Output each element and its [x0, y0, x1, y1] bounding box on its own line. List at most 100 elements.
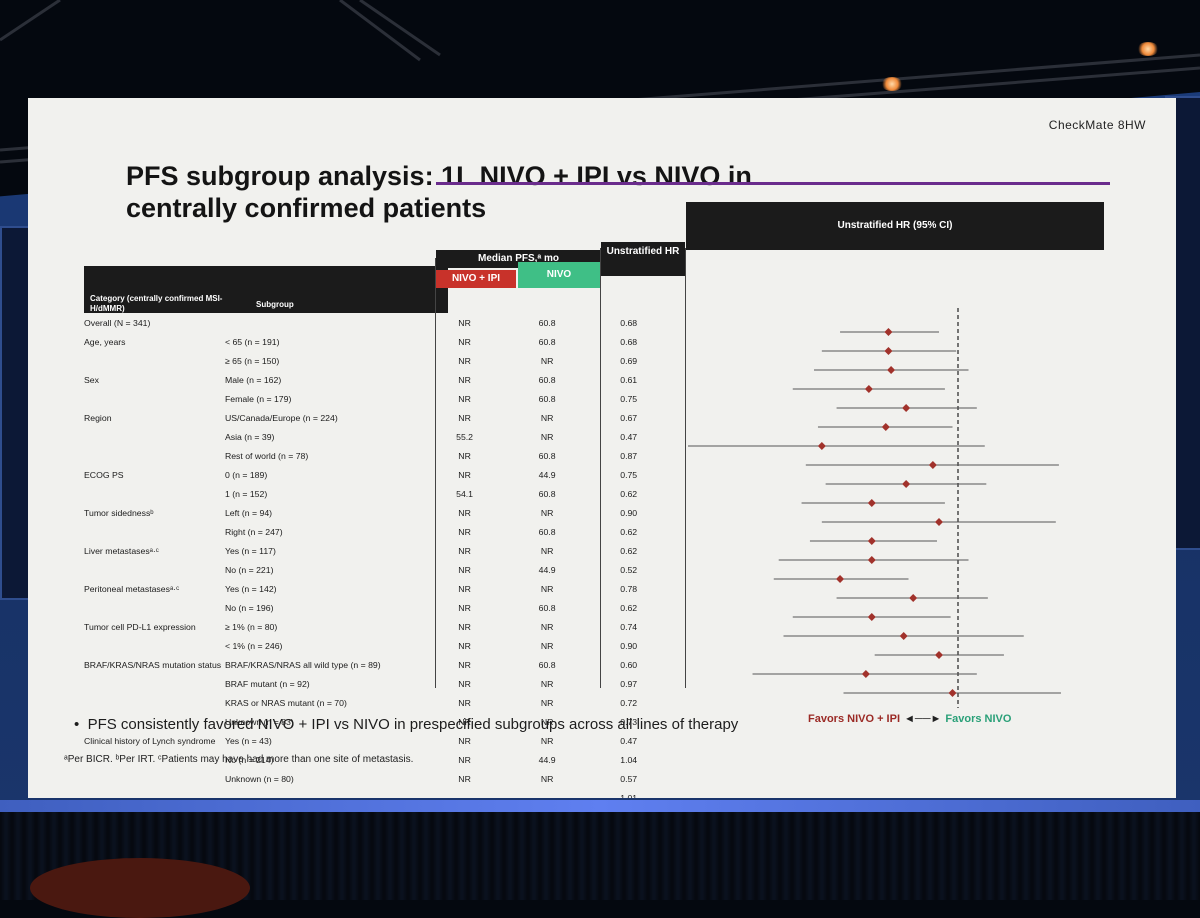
- row-hr: 0.47: [620, 735, 638, 746]
- trial-brand-label: CheckMate 8HW: [1048, 118, 1146, 132]
- row-subgroup: 0 (n = 189): [224, 469, 268, 480]
- row-subgroup: US/Canada/Europe (n = 224): [224, 412, 338, 423]
- row-hr: 0.97: [620, 678, 638, 689]
- row-median-nivo: 60.8: [538, 374, 556, 385]
- row-category: Region: [84, 412, 112, 423]
- hr-point-marker: [909, 594, 918, 602]
- table-row: Age, years < 65 (n = 191) NR 60.8 0.68: [84, 332, 670, 351]
- row-subgroup: Asia (n = 39): [224, 431, 275, 442]
- row-category: Tumor cell PD-L1 expression: [84, 621, 196, 632]
- header-category: Category (centrally confirmed MSI-H/dMMR…: [90, 294, 223, 313]
- row-category: Clinical history of Lynch syndrome: [84, 735, 216, 746]
- row-median-nivo: 60.8: [538, 336, 556, 347]
- row-median-nivo: NR: [540, 431, 554, 442]
- row-median-nivo: 60.8: [538, 602, 556, 613]
- row-hr: 0.52: [620, 564, 638, 575]
- row-category: Sex: [84, 374, 99, 385]
- forest-plot: 0.250.512: [688, 308, 1061, 708]
- row-median-nivo-ipi: NR: [458, 678, 471, 689]
- table-row: Region US/Canada/Europe (n = 224) NR NR 0.67: [84, 408, 670, 427]
- row-median-nivo-ipi: NR: [458, 469, 471, 480]
- row-median-nivo: 44.9: [538, 469, 556, 480]
- row-hr: 0.61: [620, 374, 638, 385]
- row-subgroup: BRAF/KRAS/NRAS all wild type (n = 89): [224, 659, 381, 670]
- row-category: Age, years: [84, 336, 126, 347]
- table-row: No (n = 214) NR 44.9 1.04: [84, 750, 670, 769]
- hr-point-marker: [867, 556, 876, 564]
- row-subgroup: Yes (n = 142): [224, 583, 277, 594]
- row-median-nivo: 60.8: [538, 450, 556, 461]
- row-median-nivo-ipi: NR: [458, 640, 471, 651]
- row-median-nivo: NR: [540, 678, 554, 689]
- row-category: [84, 351, 225, 370]
- row-subgroup: < 1% (n = 246): [224, 640, 283, 651]
- table-row: BRAF/KRAS/NRAS mutation status BRAF/KRAS/…: [84, 655, 670, 674]
- row-median-nivo: 60.8: [538, 393, 556, 404]
- table-row: < 1% (n = 246) NR NR 0.90: [84, 636, 670, 655]
- favors-nivo-label: Favors NIVO: [945, 713, 1012, 725]
- row-median-nivo-ipi: 54.1: [456, 488, 474, 499]
- table-row: Right (n = 247) NR 60.8 0.62: [84, 522, 670, 541]
- row-median-nivo: NR: [540, 716, 554, 727]
- row-category: [84, 427, 225, 446]
- row-median-nivo-ipi: NR: [458, 697, 471, 708]
- row-median-nivo-ipi: NR: [458, 773, 471, 784]
- hr-point-marker: [864, 385, 873, 393]
- header-hr: Unstratified HR: [601, 242, 685, 276]
- row-subgroup: ≥ 1% (n = 80): [224, 621, 278, 632]
- row-median-nivo: NR: [540, 640, 554, 651]
- row-median-nivo: 44.9: [538, 564, 556, 575]
- row-median-nivo-ipi: NR: [458, 450, 471, 461]
- row-hr: 0.75: [620, 469, 638, 480]
- row-median-nivo: 60.8: [538, 526, 556, 537]
- row-median-nivo-ipi: NR: [458, 621, 471, 632]
- row-median-nivo-ipi: NR: [458, 393, 471, 404]
- key-takeaway-text: PFS consistently favored NIVO + IPI vs N…: [87, 716, 739, 733]
- row-median-nivo: NR: [540, 697, 554, 708]
- row-category: [84, 522, 225, 541]
- row-hr: 0.78: [620, 583, 638, 594]
- row-category: Overall (N = 341): [84, 317, 151, 328]
- row-hr: 0.72: [620, 697, 638, 708]
- row-hr: 0.68: [620, 336, 638, 347]
- hr-point-marker: [902, 404, 911, 412]
- header-forest: Unstratified HR (95% CI): [686, 202, 1104, 250]
- row-median-nivo-ipi: NR: [458, 412, 471, 423]
- row-subgroup: Rest of world (n = 78): [224, 450, 309, 461]
- hr-point-marker: [948, 689, 957, 697]
- row-subgroup: Yes (n = 43): [224, 735, 272, 746]
- header-arm-nivo-ipi: NIVO + IPI: [436, 270, 516, 288]
- hr-point-marker: [881, 423, 890, 431]
- row-median-nivo-ipi: NR: [458, 355, 471, 366]
- subgroup-table: Overall (N = 341) NR 60.8 0.68 Age, years < 6…: [84, 313, 670, 799]
- table-row: Sex Male (n = 162) NR 60.8 0.61: [84, 370, 670, 389]
- row-subgroup: 1 (n = 152): [224, 488, 268, 499]
- row-median-nivo: 60.8: [538, 317, 556, 328]
- row-category: [84, 446, 225, 465]
- row-hr: 0.75: [620, 393, 638, 404]
- row-hr: 0.57: [620, 773, 638, 784]
- stage-light: [1137, 42, 1159, 56]
- row-hr: 1.04: [620, 754, 638, 765]
- row-category: [84, 598, 225, 617]
- stage-light: [881, 77, 903, 91]
- row-hr: 0.62: [620, 526, 638, 537]
- header-arm-nivo: NIVO: [518, 262, 600, 288]
- row-median-nivo: NR: [540, 773, 554, 784]
- row-category: Peritoneal metastasesᵃ·ᶜ: [84, 583, 180, 594]
- row-hr: 0.67: [620, 412, 638, 423]
- row-median-nivo-ipi: NR: [458, 716, 471, 727]
- row-median-nivo-ipi: NR: [458, 583, 471, 594]
- hr-point-marker: [887, 366, 896, 374]
- row-subgroup: < 65 (n = 191): [224, 336, 280, 347]
- row-median-nivo: 60.8: [538, 659, 556, 670]
- table-row: Tumor cell PD-L1 expression ≥ 1% (n = 80)…: [84, 617, 670, 636]
- row-median-nivo: NR: [540, 583, 554, 594]
- hr-point-marker: [817, 442, 826, 450]
- row-median-nivo-ipi: NR: [458, 374, 471, 385]
- table-row: ECOG PS 0 (n = 189) NR 44.9 0.75: [84, 465, 670, 484]
- row-median-nivo-ipi: NR: [458, 754, 471, 765]
- row-category: [84, 484, 225, 503]
- header-category-bar: [84, 266, 448, 313]
- hr-point-marker: [928, 461, 937, 469]
